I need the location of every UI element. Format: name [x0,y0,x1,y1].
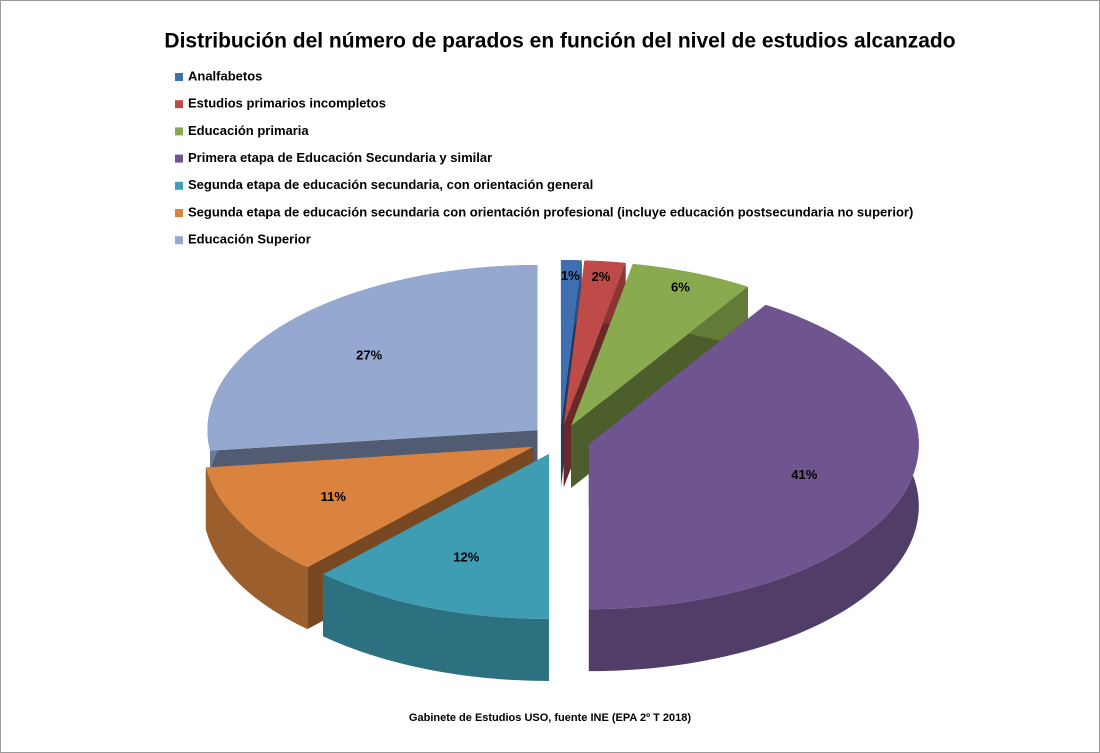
legend-swatch [175,127,183,136]
slice [560,260,582,426]
slice [563,260,626,426]
legend-swatch [175,181,183,190]
legend-swatch [175,236,183,245]
legend-label: Segunda etapa de educación secundaria co… [188,204,913,219]
slice-rim [323,574,549,681]
data-label: 27% [356,347,382,362]
legend-swatch [175,73,183,81]
slice [588,304,919,610]
chart-title: Distribución del número de parados en fu… [164,30,955,53]
slice [571,263,748,427]
legend-label: Segunda etapa de educación secundaria, c… [188,177,593,192]
data-label: 11% [321,489,347,504]
slice-tops: 1% 2% 6% 41% 12% 11% 27% [205,260,919,619]
legend-swatch [175,209,183,217]
legend-swatch [175,154,183,163]
legend-label: Primera etapa de Educación Secundaria y … [188,150,492,165]
data-label: 12% [453,550,479,565]
data-label: 6% [671,279,690,294]
legend-label: Estudios primarios incompletos [188,96,386,111]
source-note: Gabinete de Estudios USO, fuente INE (EP… [409,712,691,724]
slice [207,265,538,451]
data-label: 41% [791,467,817,482]
slice [323,453,549,619]
slice-rim [205,467,308,630]
legend-swatch [175,100,183,109]
data-label: 2% [592,269,611,284]
data-label: 1% [561,268,580,283]
slice [205,446,534,568]
legend-label: Analfabetos [188,68,262,83]
legend-label: Educación primaria [188,123,309,138]
legend-label: Educación Superior [188,232,311,247]
